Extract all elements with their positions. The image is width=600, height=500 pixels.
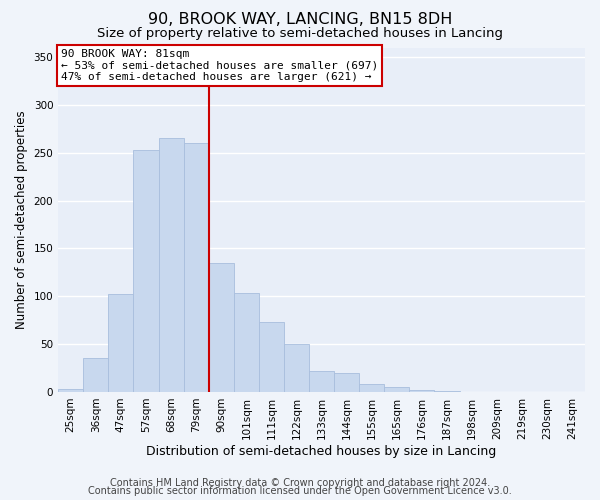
- Bar: [209, 263, 234, 392]
- Bar: [334, 373, 359, 392]
- Bar: [409, 390, 434, 392]
- Bar: [309, 371, 334, 392]
- Bar: [385, 387, 409, 392]
- Text: Size of property relative to semi-detached houses in Lancing: Size of property relative to semi-detach…: [97, 28, 503, 40]
- Bar: [434, 391, 460, 392]
- Bar: [158, 138, 184, 392]
- Bar: [184, 143, 209, 392]
- X-axis label: Distribution of semi-detached houses by size in Lancing: Distribution of semi-detached houses by …: [146, 444, 497, 458]
- Text: 90, BROOK WAY, LANCING, BN15 8DH: 90, BROOK WAY, LANCING, BN15 8DH: [148, 12, 452, 28]
- Bar: [259, 322, 284, 392]
- Bar: [109, 294, 133, 392]
- Text: Contains HM Land Registry data © Crown copyright and database right 2024.: Contains HM Land Registry data © Crown c…: [110, 478, 490, 488]
- Text: Contains public sector information licensed under the Open Government Licence v3: Contains public sector information licen…: [88, 486, 512, 496]
- Bar: [359, 384, 385, 392]
- Text: 90 BROOK WAY: 81sqm
← 53% of semi-detached houses are smaller (697)
47% of semi-: 90 BROOK WAY: 81sqm ← 53% of semi-detach…: [61, 49, 378, 82]
- Bar: [133, 150, 158, 392]
- Bar: [58, 389, 83, 392]
- Bar: [83, 358, 109, 392]
- Y-axis label: Number of semi-detached properties: Number of semi-detached properties: [15, 110, 28, 329]
- Bar: [284, 344, 309, 392]
- Bar: [234, 294, 259, 392]
